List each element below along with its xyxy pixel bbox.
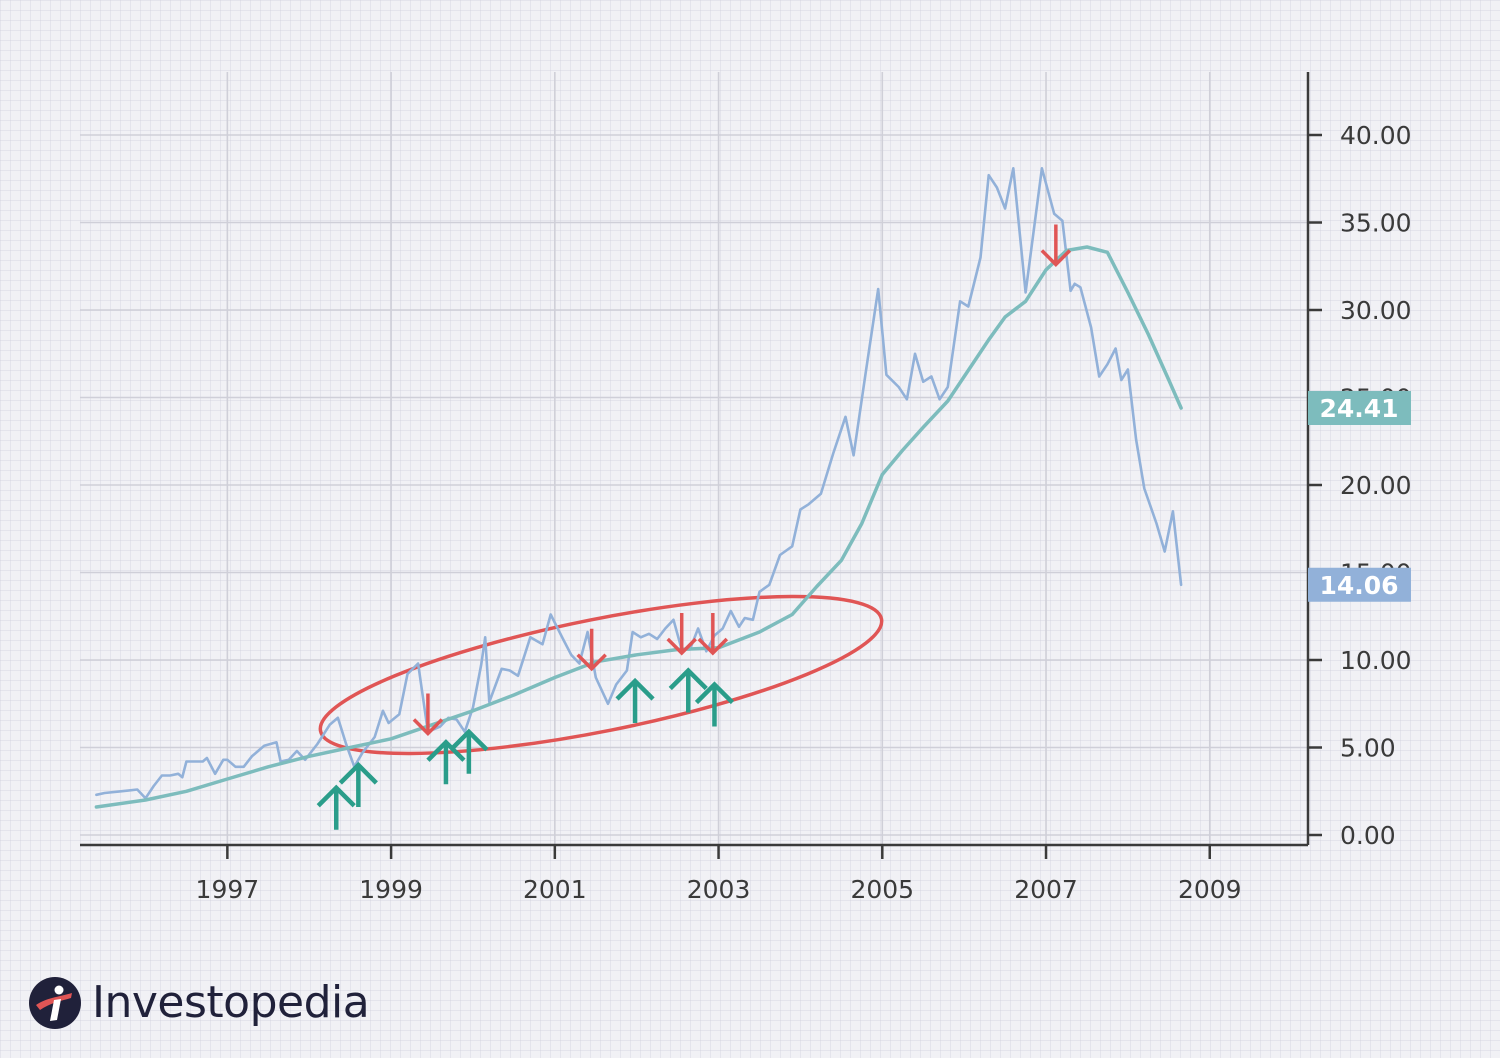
arrow-head	[615, 677, 655, 701]
buy-signal-arrow	[694, 681, 735, 727]
buy-signal-arrow	[316, 784, 356, 830]
badge-background	[1308, 391, 1411, 425]
x-tick-label: 2005	[850, 875, 914, 904]
badge-label: 14.06	[1319, 571, 1398, 600]
buy-signal-arrow	[668, 667, 708, 713]
arrow-head	[1040, 249, 1072, 267]
arrow-head	[449, 728, 489, 752]
annotation-ellipse	[318, 594, 884, 756]
x-tick-label: 2009	[1178, 875, 1242, 904]
x-tick-label: 2003	[687, 875, 751, 904]
arrow-head	[412, 718, 444, 736]
x-tick-label: 2007	[1014, 875, 1078, 904]
y-tick-label: 10.00	[1340, 646, 1412, 675]
moving-average-line	[94, 245, 1183, 809]
buy-signal-arrow	[426, 739, 466, 785]
series-layer	[94, 167, 1183, 809]
arrow-head	[668, 667, 708, 691]
buy-signal-arrow	[449, 728, 489, 774]
arrow-head	[426, 739, 466, 762]
arrow-head	[666, 637, 697, 656]
axes: 1997 1999 2001 2003 2005 2007 2009 0.00 5.00 10.0…	[80, 72, 1412, 904]
y-tick-label: 30.00	[1340, 296, 1412, 325]
brand-logo: Investopedia	[28, 976, 370, 1030]
badge-label: 24.41	[1319, 394, 1398, 423]
sell-signal-arrow	[576, 628, 607, 672]
y-tick-label: 35.00	[1340, 209, 1412, 238]
arrow-head	[338, 761, 378, 785]
arrow-head	[694, 681, 735, 705]
y-tick-label: 40.00	[1340, 121, 1412, 150]
value-badges-layer: 14.06 24.41	[1308, 391, 1411, 602]
price-value-badge: 14.06	[1308, 567, 1411, 602]
signal-arrows-layer	[316, 224, 1072, 830]
buy-signal-arrow	[615, 677, 655, 723]
arrow-head	[316, 784, 356, 808]
x-tick-label: 2001	[523, 875, 587, 904]
sell-signal-arrow	[666, 613, 697, 656]
arrow-head	[697, 637, 729, 656]
gridlines	[80, 72, 1308, 845]
y-tick-label: 5.00	[1340, 734, 1396, 763]
y-tick-label: 20.00	[1340, 471, 1412, 500]
buy-signal-arrow	[338, 761, 378, 807]
x-tick-label: 1997	[196, 875, 260, 904]
y-tick-label: 0.00	[1340, 821, 1396, 850]
investopedia-logo-icon	[29, 977, 81, 1029]
sell-signal-arrow	[1040, 224, 1072, 267]
brand-name: Investopedia	[92, 977, 370, 1028]
arrow-head	[576, 653, 607, 672]
price-line	[95, 167, 1183, 800]
x-tick-label: 1999	[359, 875, 423, 904]
sell-signal-arrow	[412, 693, 444, 736]
sell-signal-arrow	[697, 613, 729, 656]
annotation-ellipse-layer	[318, 594, 884, 756]
badge-background	[1308, 567, 1411, 602]
moving-average-value-badge: 24.41	[1308, 391, 1411, 425]
